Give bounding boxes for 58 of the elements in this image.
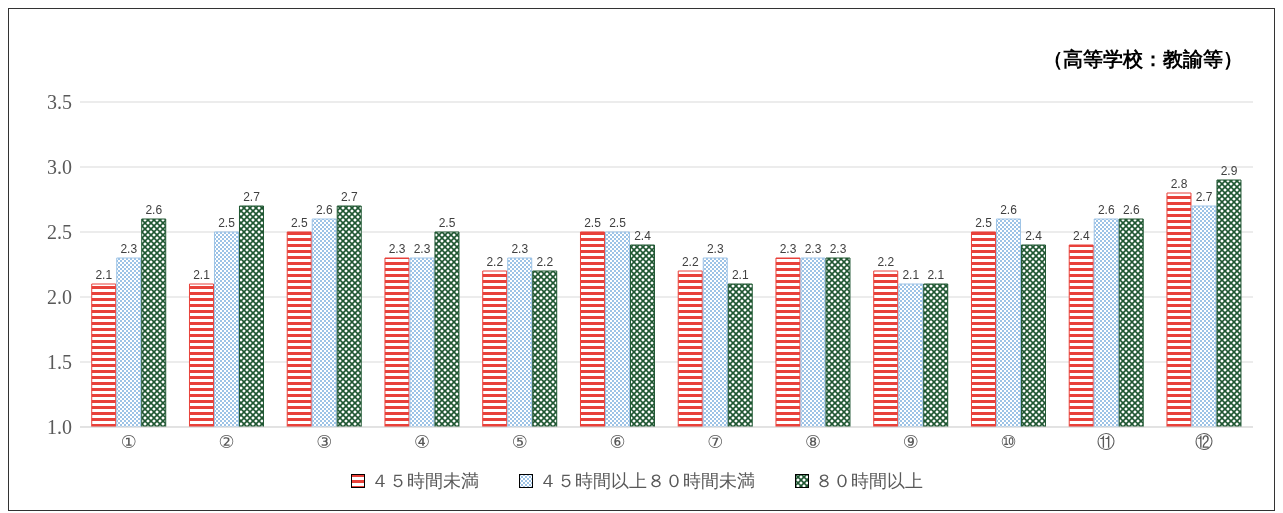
data-label: 2.6 [315,203,333,217]
data-label: 2.6 [1097,203,1115,217]
x-tick-label: ② [218,430,235,452]
data-label: 2.3 [511,242,529,256]
x-tick-label: ⑨ [902,430,919,452]
x-tick-label: ⑧ [805,430,822,452]
data-label: 2.5 [218,216,236,230]
y-tick-label: 2.0 [47,286,72,309]
data-label: 2.2 [681,255,699,269]
data-label: 2.3 [829,242,847,256]
data-label: 2.7 [1195,190,1213,204]
data-label: 2.7 [340,190,358,204]
data-label: 2.3 [706,242,724,256]
y-tick-label: 2.5 [47,221,72,244]
data-label: 2.1 [927,268,945,282]
data-label: 2.3 [804,242,822,256]
legend-label: ８０時間以上 [813,469,923,493]
legend-label: ４５時間以上８０時間未満 [537,469,755,493]
data-label: 2.2 [536,255,554,269]
data-label: 2.6 [145,203,163,217]
data-label: 2.1 [193,268,211,282]
data-label: 2.5 [290,216,308,230]
data-label: 2.3 [388,242,406,256]
y-tick-label: 3.5 [47,91,72,114]
x-tick-label: ⑩ [1000,430,1017,452]
chart-title: （高等学校：教諭等） [1043,46,1243,73]
data-label: 2.3 [120,242,138,256]
x-tick-label: ⑦ [707,430,724,452]
data-label: 2.3 [413,242,431,256]
data-label: 2.5 [975,216,993,230]
x-tick-label: ⑫ [1195,430,1214,452]
y-tick-label: 1.5 [47,351,72,374]
y-tick-label: 1.0 [47,416,72,439]
data-label: 2.5 [609,216,627,230]
data-label: 2.1 [902,268,920,282]
y-tick-label: 3.0 [47,156,72,179]
data-label: 2.8 [1170,177,1188,191]
data-label: 2.4 [1025,229,1043,243]
x-tick-label: ⑪ [1097,430,1116,452]
x-tick-label: ③ [316,430,333,452]
data-label: 2.3 [779,242,797,256]
data-label: 2.1 [731,268,749,282]
data-label: 2.6 [1000,203,1018,217]
x-tick-label: ⑤ [511,430,528,452]
data-label: 2.9 [1220,164,1238,178]
data-label: 2.2 [877,255,895,269]
x-tick-label: ① [120,430,137,452]
legend-label: ４５時間未満 [369,469,479,493]
data-label: 2.2 [486,255,504,269]
data-label: 2.1 [95,268,113,282]
x-tick-label: ⑥ [609,430,626,452]
data-label: 2.4 [634,229,652,243]
data-label: 2.7 [243,190,261,204]
data-label: 2.5 [584,216,602,230]
x-tick-label: ④ [414,430,431,452]
data-label: 2.5 [438,216,456,230]
data-label: 2.4 [1072,229,1090,243]
data-label: 2.6 [1122,203,1140,217]
